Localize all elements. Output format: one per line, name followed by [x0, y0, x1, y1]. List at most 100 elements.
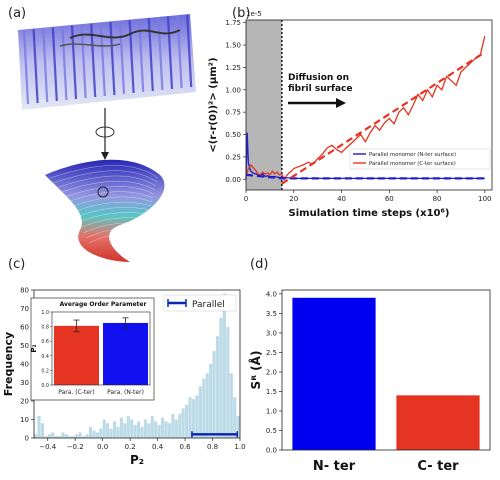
category-label-d-1: C- ter	[417, 459, 459, 474]
panel-label-d: (d)	[250, 257, 268, 272]
histogram-bar-44	[185, 404, 189, 438]
histogram-bar-49	[202, 378, 206, 438]
histogram-bar-18	[95, 432, 99, 438]
histogram-bar-52	[212, 351, 216, 438]
panel-label-b: (b)	[232, 6, 250, 21]
x-tick-label-c-1: −0.2	[67, 443, 84, 451]
inset-y-tick-label-0: 0.0	[41, 383, 49, 389]
histogram-bar-35	[154, 421, 158, 438]
histogram-bar-59	[236, 415, 240, 438]
histogram-bar-46	[191, 399, 196, 438]
inset-y-tick-label-5: 1.0	[41, 310, 49, 316]
inset-y-axis-label: P₂	[30, 344, 38, 352]
sr-bar-1	[396, 395, 480, 450]
y-tick-label-d-6: 3.0	[266, 329, 277, 337]
histogram-bar-24	[116, 426, 120, 438]
p2-histogram: −0.4 −0.2 0.0 0.2 0.4 0.6 0.8 1.0 0 10 20 30 40 50 60…	[2, 287, 246, 468]
fibril-rendering	[18, 14, 196, 110]
histogram-bar-26	[123, 423, 127, 438]
histogram-bar-6	[54, 436, 58, 438]
y-tick-label-d-7: 3.5	[266, 310, 277, 318]
series-line-3	[281, 51, 486, 185]
histogram-bar-36	[157, 425, 161, 438]
sr-bar-0	[292, 297, 376, 450]
histogram-bar-19	[99, 428, 103, 438]
y-tick-label-c-8: 80	[20, 287, 29, 295]
histogram-bar-51	[209, 364, 213, 438]
y-tick-label-c-4: 40	[20, 361, 29, 369]
average-order-parameter-inset: Average Order Parameter 0.0 0.2 0.4 0.6 0.8 1…	[30, 297, 155, 401]
y-scale-label: 1e-5	[246, 10, 262, 18]
y-tick-label-b-1: 0.25	[225, 153, 241, 161]
histogram-bar-29	[133, 425, 137, 438]
histogram-bar-37	[161, 417, 165, 438]
histogram-bar-7	[58, 436, 62, 438]
histogram-bar-23	[112, 421, 117, 438]
y-axis-label-d: Sᴿ (Å)	[248, 351, 263, 390]
y-tick-label-d-3: 1.5	[266, 388, 277, 396]
histogram-bar-48	[198, 386, 202, 438]
x-tick-label-c-0: −0.4	[39, 443, 57, 451]
histogram-bar-15	[85, 434, 89, 438]
x-tick-label-b-2: 40	[337, 195, 346, 203]
inset-category-label-0: Para. (C-ter)	[58, 389, 95, 396]
histogram-bar-9	[64, 434, 69, 438]
legend-c: Parallel	[163, 294, 237, 312]
y-axis-label-c: Frequency	[2, 332, 15, 396]
x-tick-label-b-3: 60	[385, 195, 394, 203]
twisted-fibril-rendering	[45, 159, 165, 262]
histogram-bar-1	[37, 415, 41, 438]
y-tick-label-d-0: 0.0	[266, 447, 277, 455]
y-tick-label-b-7: 1.75	[225, 19, 241, 27]
x-tick-label-b-1: 20	[289, 195, 298, 203]
diffusion-annotation-line2: fibril surface	[288, 84, 353, 94]
histogram-bar-54	[219, 317, 223, 438]
inset-y-tick-label-1: 0.2	[41, 368, 49, 374]
histogram-bar-14	[82, 436, 86, 438]
y-tick-label-b-3: 0.75	[225, 109, 241, 117]
inset-y-tick-label-2: 0.4	[41, 354, 49, 360]
x-tick-label-c-4: 0.4	[152, 443, 164, 451]
inset-y-tick-label-4: 0.8	[41, 325, 49, 331]
y-tick-label-b-0: 0.00	[225, 176, 241, 184]
legend-c-box	[163, 294, 237, 312]
rotation-arrow-icon	[95, 108, 115, 160]
molecular-structure-illustration	[18, 14, 196, 262]
histogram-bar-38	[164, 421, 168, 438]
x-tick-label-c-5: 0.6	[179, 443, 191, 451]
y-tick-label-d-2: 1.0	[266, 407, 277, 415]
histogram-bar-33	[147, 423, 151, 438]
histogram-bar-13	[78, 432, 82, 438]
y-tick-label-d-1: 0.5	[266, 427, 277, 435]
y-tick-label-c-7: 70	[20, 305, 29, 313]
x-tick-label-b-0: 0	[244, 195, 248, 203]
histogram-bar-56	[226, 327, 230, 438]
panel-label-a: (a)	[8, 6, 26, 21]
histogram-bar-30	[137, 421, 141, 438]
histogram-bar-32	[143, 419, 147, 438]
inset-y-tick-label-3: 0.6	[41, 339, 49, 345]
histogram-bar-12	[75, 434, 79, 438]
histogram-bar-28	[130, 419, 134, 438]
x-tick-label-c-2: 0.0	[97, 443, 108, 451]
y-tick-label-d-5: 2.5	[266, 349, 277, 357]
series-line-2	[245, 173, 485, 180]
histogram-bar-50	[205, 373, 209, 438]
histogram-bar-11	[71, 436, 75, 438]
histogram-bar-41	[174, 419, 178, 438]
y-tick-label-d-4: 2.0	[266, 368, 277, 376]
y-tick-label-b-4: 1.00	[225, 86, 241, 94]
histogram-bar-47	[195, 395, 199, 438]
legend-b-label-1: Parallel monomer (C-ter surface)	[369, 161, 456, 167]
legend-c-label: Parallel	[192, 300, 225, 310]
histogram-bar-34	[150, 415, 154, 438]
panel-label-c: (c)	[8, 257, 25, 272]
diffusion-arrow-icon	[288, 98, 346, 108]
x-axis-label-c: P₂	[130, 453, 144, 467]
histogram-bar-4	[47, 434, 51, 438]
inset-category-label-1: Para. (N-ter)	[107, 389, 144, 396]
histogram-bar-40	[171, 413, 175, 438]
y-tick-label-c-6: 60	[20, 324, 29, 332]
